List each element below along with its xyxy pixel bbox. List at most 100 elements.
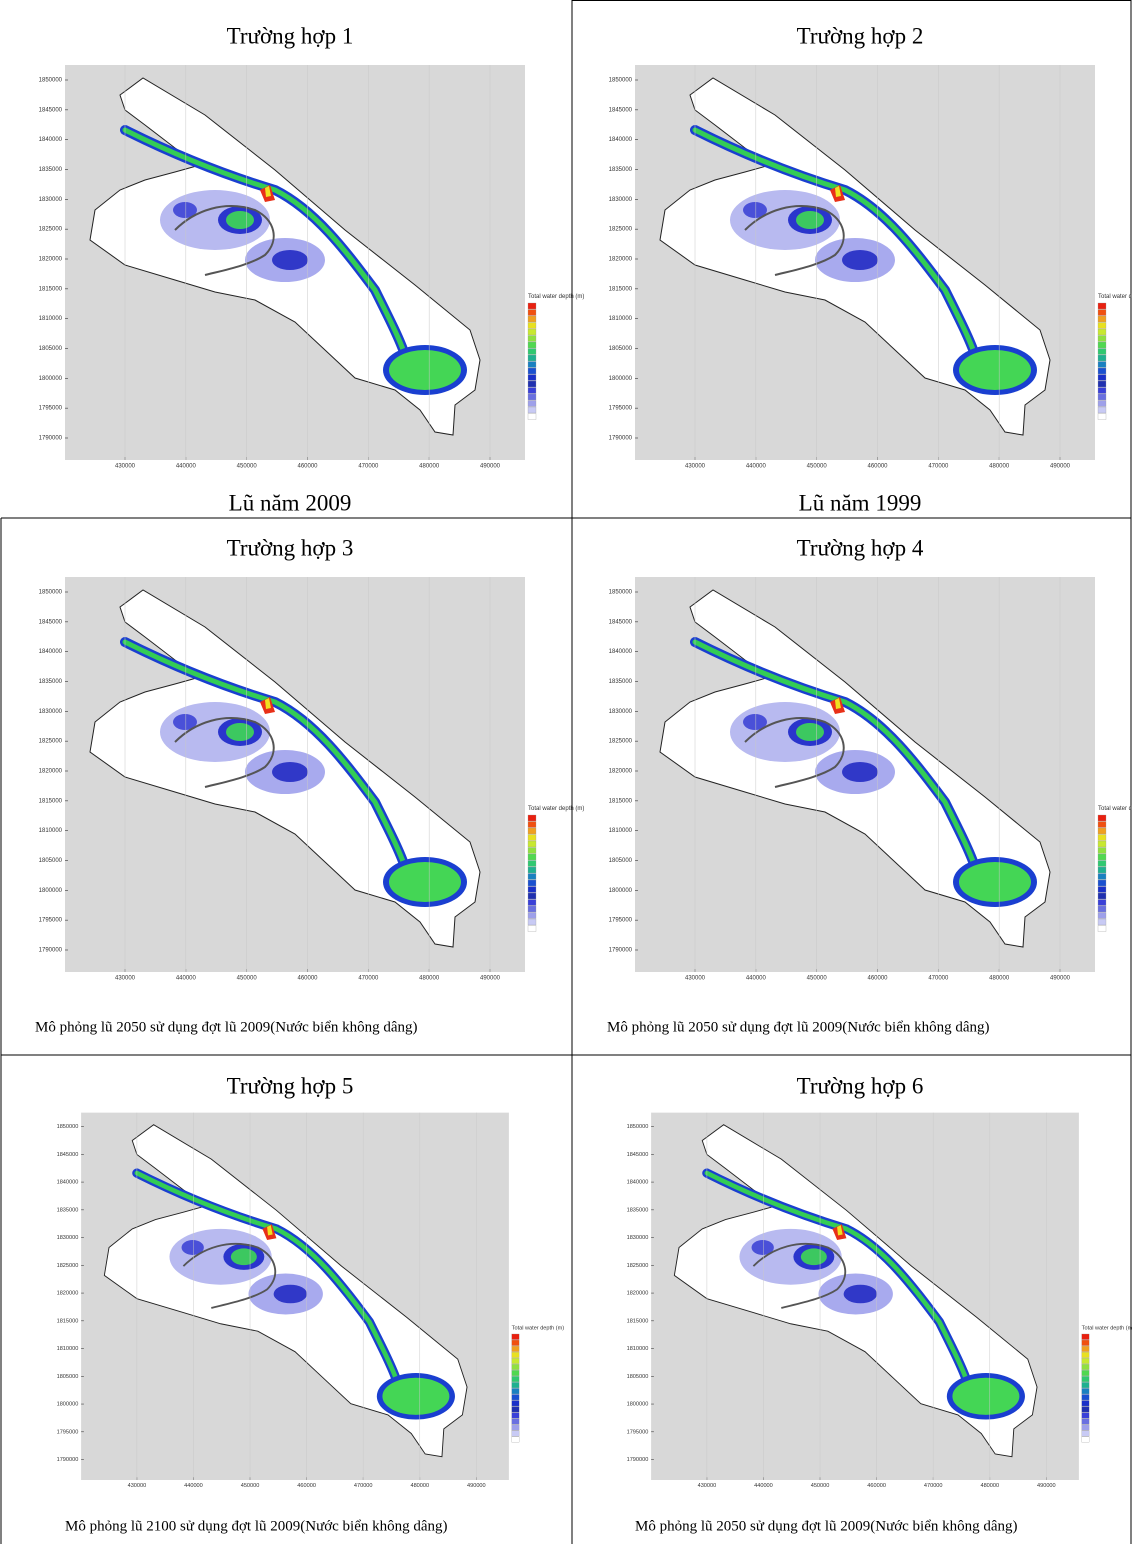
legend-swatch	[1082, 1425, 1089, 1431]
y-tick-label: 1800000	[609, 888, 633, 894]
legend-swatch	[1098, 822, 1106, 828]
y-tick-label: 1830000	[627, 1235, 649, 1241]
legend-swatch	[528, 336, 536, 342]
y-tick-label: 1820000	[609, 769, 633, 775]
x-tick-label: 430000	[115, 464, 136, 470]
y-tick-label: 1850000	[57, 1124, 79, 1130]
y-tick-label: 1790000	[39, 948, 63, 954]
page: {"panels": [ {"title": "Trường hợp 1", "…	[0, 0, 1132, 1544]
legend-swatch	[1098, 815, 1106, 821]
legend-swatch	[528, 310, 536, 316]
map-image	[81, 1113, 509, 1480]
legend-swatch	[512, 1413, 519, 1419]
legend-swatch	[1098, 874, 1106, 880]
x-tick-label: 470000	[354, 1483, 373, 1489]
y-tick-label: 1850000	[609, 78, 633, 84]
legend-title: Total water depth (m)	[528, 806, 584, 812]
legend-swatch	[1082, 1382, 1089, 1388]
legend-title: Total water depth (m)	[1082, 1325, 1132, 1331]
x-tick-label: 460000	[297, 1483, 316, 1489]
y-tick-label: 1835000	[57, 1207, 79, 1213]
y-tick-label: 1825000	[39, 739, 63, 745]
legend-swatch	[1098, 375, 1106, 381]
legend-swatch	[512, 1419, 519, 1425]
legend-swatch	[528, 828, 536, 834]
legend-swatch	[1098, 867, 1106, 873]
legend-swatch	[528, 835, 536, 841]
flood-map: 1850000184500018400001835000183000018250…	[627, 1113, 1132, 1489]
legend-swatch	[528, 323, 536, 329]
y-tick-label: 1795000	[39, 918, 63, 924]
legend-swatch	[1098, 841, 1106, 847]
y-tick-label: 1800000	[57, 1402, 79, 1408]
y-tick-label: 1845000	[39, 619, 63, 625]
legend-swatch	[1098, 355, 1106, 361]
legend-swatch	[512, 1376, 519, 1382]
legend-swatch	[528, 900, 536, 906]
y-tick-label: 1800000	[39, 888, 63, 894]
y-tick-label: 1835000	[39, 679, 63, 685]
y-tick-label: 1825000	[627, 1263, 649, 1269]
legend-swatch	[1098, 394, 1106, 400]
y-tick-label: 1850000	[627, 1124, 649, 1130]
legend-swatch	[528, 887, 536, 893]
legend-swatch	[1098, 919, 1106, 925]
legend-swatch	[512, 1400, 519, 1406]
y-tick-label: 1820000	[609, 257, 633, 263]
legend-swatch	[528, 394, 536, 400]
panel-title: Trường hợp 5	[227, 1073, 354, 1098]
y-tick-label: 1840000	[609, 649, 633, 655]
map-image	[651, 1113, 1079, 1480]
legend-swatch	[528, 414, 536, 420]
y-tick-label: 1825000	[609, 739, 633, 745]
x-tick-label: 430000	[685, 976, 706, 982]
legend-swatch	[528, 303, 536, 309]
legend-swatch	[512, 1364, 519, 1370]
legend-swatch	[528, 848, 536, 854]
legend-swatch	[528, 375, 536, 381]
map-image	[65, 577, 525, 972]
y-tick-label: 1805000	[39, 346, 63, 352]
y-tick-label: 1805000	[609, 346, 633, 352]
y-tick-label: 1805000	[627, 1374, 649, 1380]
y-tick-label: 1815000	[627, 1318, 649, 1324]
legend-swatch	[1098, 323, 1106, 329]
y-tick-label: 1830000	[39, 197, 63, 203]
y-tick-label: 1795000	[39, 406, 63, 412]
flood-map: 1850000184500018400001835000183000018250…	[609, 577, 1132, 982]
legend-swatch	[528, 355, 536, 361]
y-tick-label: 1825000	[57, 1263, 79, 1269]
legend-title: Total water depth (m)	[1098, 806, 1132, 812]
x-tick-label: 480000	[989, 976, 1010, 982]
legend-swatch	[512, 1346, 519, 1352]
x-tick-label: 450000	[241, 1483, 260, 1489]
y-tick-label: 1805000	[39, 858, 63, 864]
y-tick-label: 1845000	[39, 107, 63, 113]
panel-title: Trường hợp 3	[227, 535, 354, 560]
legend-swatch	[528, 349, 536, 355]
y-tick-label: 1820000	[57, 1291, 79, 1297]
legend-swatch	[1098, 848, 1106, 854]
legend-swatch	[1098, 316, 1106, 322]
y-tick-label: 1790000	[609, 948, 633, 954]
legend-swatch	[1082, 1334, 1089, 1340]
legend-swatch	[1098, 854, 1106, 860]
legend-swatch	[1098, 388, 1106, 394]
flood-map: 1850000184500018400001835000183000018250…	[39, 65, 585, 470]
document: Trường hợp 1Lũ năm 200918500001845000184…	[0, 0, 1132, 1544]
y-tick-label: 1845000	[609, 107, 633, 113]
x-tick-label: 490000	[1050, 976, 1071, 982]
legend-swatch	[1082, 1419, 1089, 1425]
legend-swatch	[528, 926, 536, 932]
y-tick-label: 1790000	[57, 1457, 79, 1463]
y-tick-label: 1840000	[39, 649, 63, 655]
x-tick-label: 490000	[1037, 1483, 1056, 1489]
y-tick-label: 1830000	[57, 1235, 79, 1241]
x-tick-label: 470000	[924, 1483, 943, 1489]
y-tick-label: 1820000	[39, 257, 63, 263]
legend-swatch	[512, 1394, 519, 1400]
legend-swatch	[1098, 835, 1106, 841]
flood-map: 1850000184500018400001835000183000018250…	[57, 1113, 565, 1489]
x-tick-label: 430000	[115, 976, 136, 982]
legend-swatch	[528, 368, 536, 374]
